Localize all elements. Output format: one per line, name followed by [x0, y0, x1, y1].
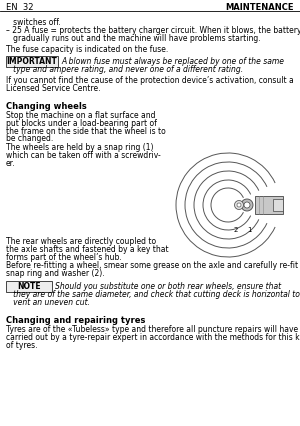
Text: IMPORTANT: IMPORTANT: [7, 57, 57, 66]
Circle shape: [235, 201, 244, 210]
Text: The wheels are held by a snap ring (1): The wheels are held by a snap ring (1): [6, 143, 154, 152]
Text: snap ring and washer (2).: snap ring and washer (2).: [6, 269, 105, 278]
Text: be changed.: be changed.: [6, 134, 53, 144]
Text: The rear wheels are directly coupled to: The rear wheels are directly coupled to: [6, 237, 156, 246]
Text: Tyres are of the «Tubeless» type and therefore all puncture repairs will have to: Tyres are of the «Tubeless» type and the…: [6, 325, 300, 334]
Text: forms part of the wheel’s hub.: forms part of the wheel’s hub.: [6, 253, 122, 262]
Circle shape: [237, 203, 241, 207]
Text: Changing wheels: Changing wheels: [6, 102, 87, 111]
FancyBboxPatch shape: [6, 281, 52, 292]
Text: EN  32: EN 32: [6, 3, 34, 12]
Text: 2: 2: [234, 227, 238, 233]
Text: er.: er.: [6, 159, 16, 168]
Text: the axle shafts and fastened by a key that: the axle shafts and fastened by a key th…: [6, 245, 169, 254]
Bar: [255, 196, 283, 214]
Text: Should you substitute one or both rear wheels, ensure that: Should you substitute one or both rear w…: [55, 282, 281, 291]
Text: Stop the machine on a flat surface and: Stop the machine on a flat surface and: [6, 111, 155, 120]
Text: type and ampere rating, and never one of a different rating.: type and ampere rating, and never one of…: [6, 65, 243, 74]
Text: carried out by a tyre-repair expert in accordance with the methods for this kind: carried out by a tyre-repair expert in a…: [6, 333, 300, 342]
FancyBboxPatch shape: [6, 56, 58, 67]
Text: MAINTENANCE: MAINTENANCE: [226, 3, 294, 12]
Text: The fuse capacity is indicated on the fuse.: The fuse capacity is indicated on the fu…: [6, 45, 168, 54]
Text: put blocks under a load-bearing part of: put blocks under a load-bearing part of: [6, 119, 157, 128]
Text: gradually runs out and the machine will have problems starting.: gradually runs out and the machine will …: [6, 34, 261, 43]
Text: the frame on the side that the wheel is to: the frame on the side that the wheel is …: [6, 127, 166, 135]
Text: Changing and repairing tyres: Changing and repairing tyres: [6, 317, 146, 325]
Text: NOTE: NOTE: [17, 282, 41, 291]
Text: Licensed Service Centre.: Licensed Service Centre.: [6, 84, 100, 93]
Text: Before re-fitting a wheel, smear some grease on the axle and carefully re-fit th: Before re-fitting a wheel, smear some gr…: [6, 262, 300, 271]
Bar: [273, 199, 283, 211]
Circle shape: [241, 199, 253, 211]
Text: they are of the same diameter, and check that cutting deck is horizontal to pre-: they are of the same diameter, and check…: [6, 290, 300, 299]
Text: vent an uneven cut.: vent an uneven cut.: [6, 298, 90, 307]
Text: switches off.: switches off.: [6, 18, 61, 27]
Text: – 25 A fuse = protects the battery charger circuit. When it blows, the battery: – 25 A fuse = protects the battery charg…: [6, 26, 300, 35]
Text: If you cannot find the cause of the protection device’s activation, consult a: If you cannot find the cause of the prot…: [6, 76, 294, 85]
Text: 1: 1: [247, 227, 251, 233]
Circle shape: [244, 202, 250, 208]
Text: A blown fuse must always be replaced by one of the same: A blown fuse must always be replaced by …: [61, 57, 284, 66]
Text: which can be taken off with a screwdriv-: which can be taken off with a screwdriv-: [6, 151, 161, 160]
Text: of tyres.: of tyres.: [6, 341, 38, 350]
